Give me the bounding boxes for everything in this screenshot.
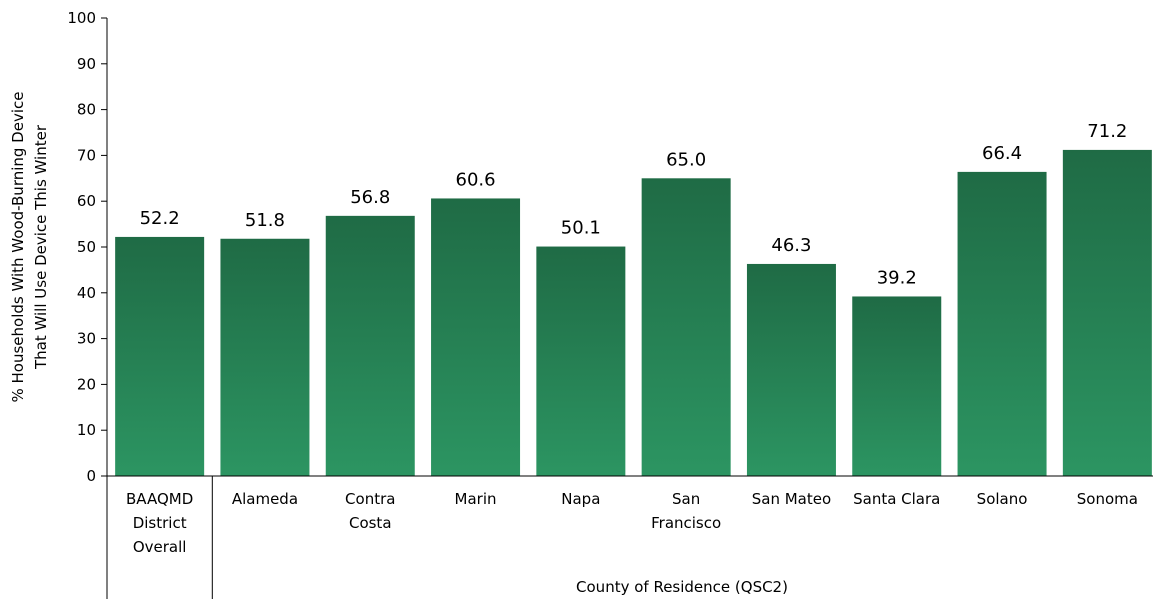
bar-value-label: 50.1 [561,218,601,239]
y-tick-label: 90 [77,55,96,73]
y-axis-title: % Households With Wood-Burning Device Tha… [9,92,50,403]
bar [325,215,415,476]
x-category-label: Alameda [232,490,298,508]
y-axis-title-line: % Households With Wood-Burning Device [9,92,27,403]
y-tick-label: 50 [77,238,96,256]
y-tick-label: 80 [77,101,96,119]
y-tick-label: 60 [77,192,96,210]
bar-value-label: 71.2 [1087,121,1127,142]
bar-value-label: 66.4 [982,143,1022,164]
y-tick-label: 40 [77,284,96,302]
x-category-label: Costa [349,514,392,532]
bar [641,178,731,477]
y-axis-title-line: That Will Use Device This Winter [32,124,50,370]
x-category-label: BAAQMD [126,490,193,508]
bar-value-label: 51.8 [245,210,285,231]
x-category-label: Francisco [651,514,721,532]
bar [1062,149,1152,477]
bar [746,263,836,476]
y-tick-label: 70 [77,146,96,164]
y-tick-label: 10 [77,421,96,439]
x-category-label: San Mateo [752,490,831,508]
x-category-label: San [672,490,700,508]
x-category-label: Marin [455,490,497,508]
x-axis: BAAQMD District Overall Alameda Contra Costa M… [107,475,1153,599]
y-tick-label: 30 [77,330,96,348]
bar-value-label: 52.2 [140,208,180,229]
bar [220,238,310,476]
x-category-label: Solano [977,490,1028,508]
y-tick-label: 20 [77,375,96,393]
y-axis: 0 10 20 30 40 50 60 70 80 90 100 [67,9,108,599]
data-labels: 52.2 51.8 56.8 60.6 50.1 65.0 46.3 39.2 66.4 71.2 [140,121,1128,289]
bar [431,198,521,476]
x-axis-title: County of Residence (QSC2) [576,578,788,596]
x-category-label: Napa [561,490,600,508]
bar [852,296,942,476]
bar-value-label: 56.8 [350,187,390,208]
x-category-label: District [133,514,187,532]
bar-value-label: 46.3 [771,235,811,256]
bar-value-label: 65.0 [666,149,706,170]
bar-value-label: 39.2 [877,267,917,288]
x-category-label: Sonoma [1077,490,1138,508]
bars [115,149,1152,477]
bar-value-label: 60.6 [456,169,496,190]
y-tick-label: 0 [86,467,96,485]
x-category-label: Contra [345,490,395,508]
bar [115,236,205,476]
bar [536,246,626,476]
y-tick-label: 100 [67,9,96,27]
bar [957,171,1047,476]
x-category-label: Santa Clara [853,490,940,508]
x-category-label: Overall [133,538,187,556]
